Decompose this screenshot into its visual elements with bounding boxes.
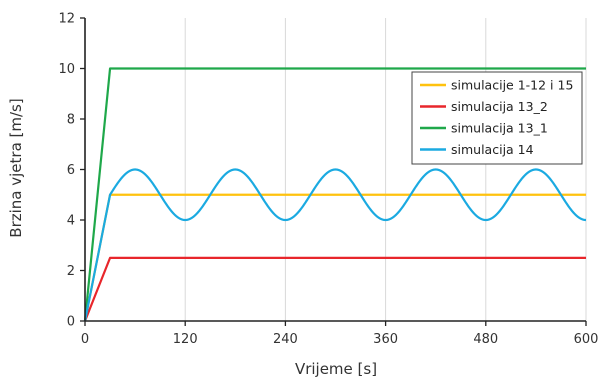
chart-series-layer	[83, 67, 587, 322]
x-tick-label-600: 600	[574, 332, 599, 347]
y-tick-label-6: 6	[67, 163, 75, 178]
legend-label-3: simulacija 14	[451, 142, 534, 157]
legend-label-1: simulacija 13_2	[451, 99, 548, 114]
chart-grid	[184, 18, 587, 321]
y-axis-title: Brzina vjetra [m/s]	[7, 98, 25, 237]
legend-label-0: simulacije 1-12 i 15	[451, 77, 573, 92]
x-tick-label-0: 0	[81, 332, 89, 347]
y-tick-label-10: 10	[58, 62, 75, 77]
series-line-3	[83, 168, 587, 322]
x-tick-label-240: 240	[273, 332, 298, 347]
y-tick-label-4: 4	[67, 214, 75, 229]
series-line-1	[83, 256, 586, 322]
x-tick-label-360: 360	[373, 332, 398, 347]
x-tick-label-120: 120	[173, 332, 198, 347]
y-tick-label-12: 12	[58, 12, 75, 27]
y-tick-label-8: 8	[67, 113, 75, 128]
x-axis-title: Vrijeme [s]	[295, 360, 377, 378]
series-line-2	[83, 67, 586, 322]
legend-label-2: simulacija 13_1	[451, 120, 548, 135]
x-tick-label-480: 480	[473, 332, 498, 347]
y-tick-label-0: 0	[67, 315, 75, 330]
chart-legend: simulacije 1-12 i 15 simulacija 13_2simul…	[411, 71, 583, 165]
y-tick-label-2: 2	[67, 264, 75, 279]
